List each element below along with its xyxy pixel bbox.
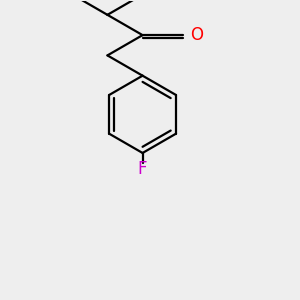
Text: O: O	[190, 26, 204, 44]
Text: F: F	[138, 160, 147, 178]
